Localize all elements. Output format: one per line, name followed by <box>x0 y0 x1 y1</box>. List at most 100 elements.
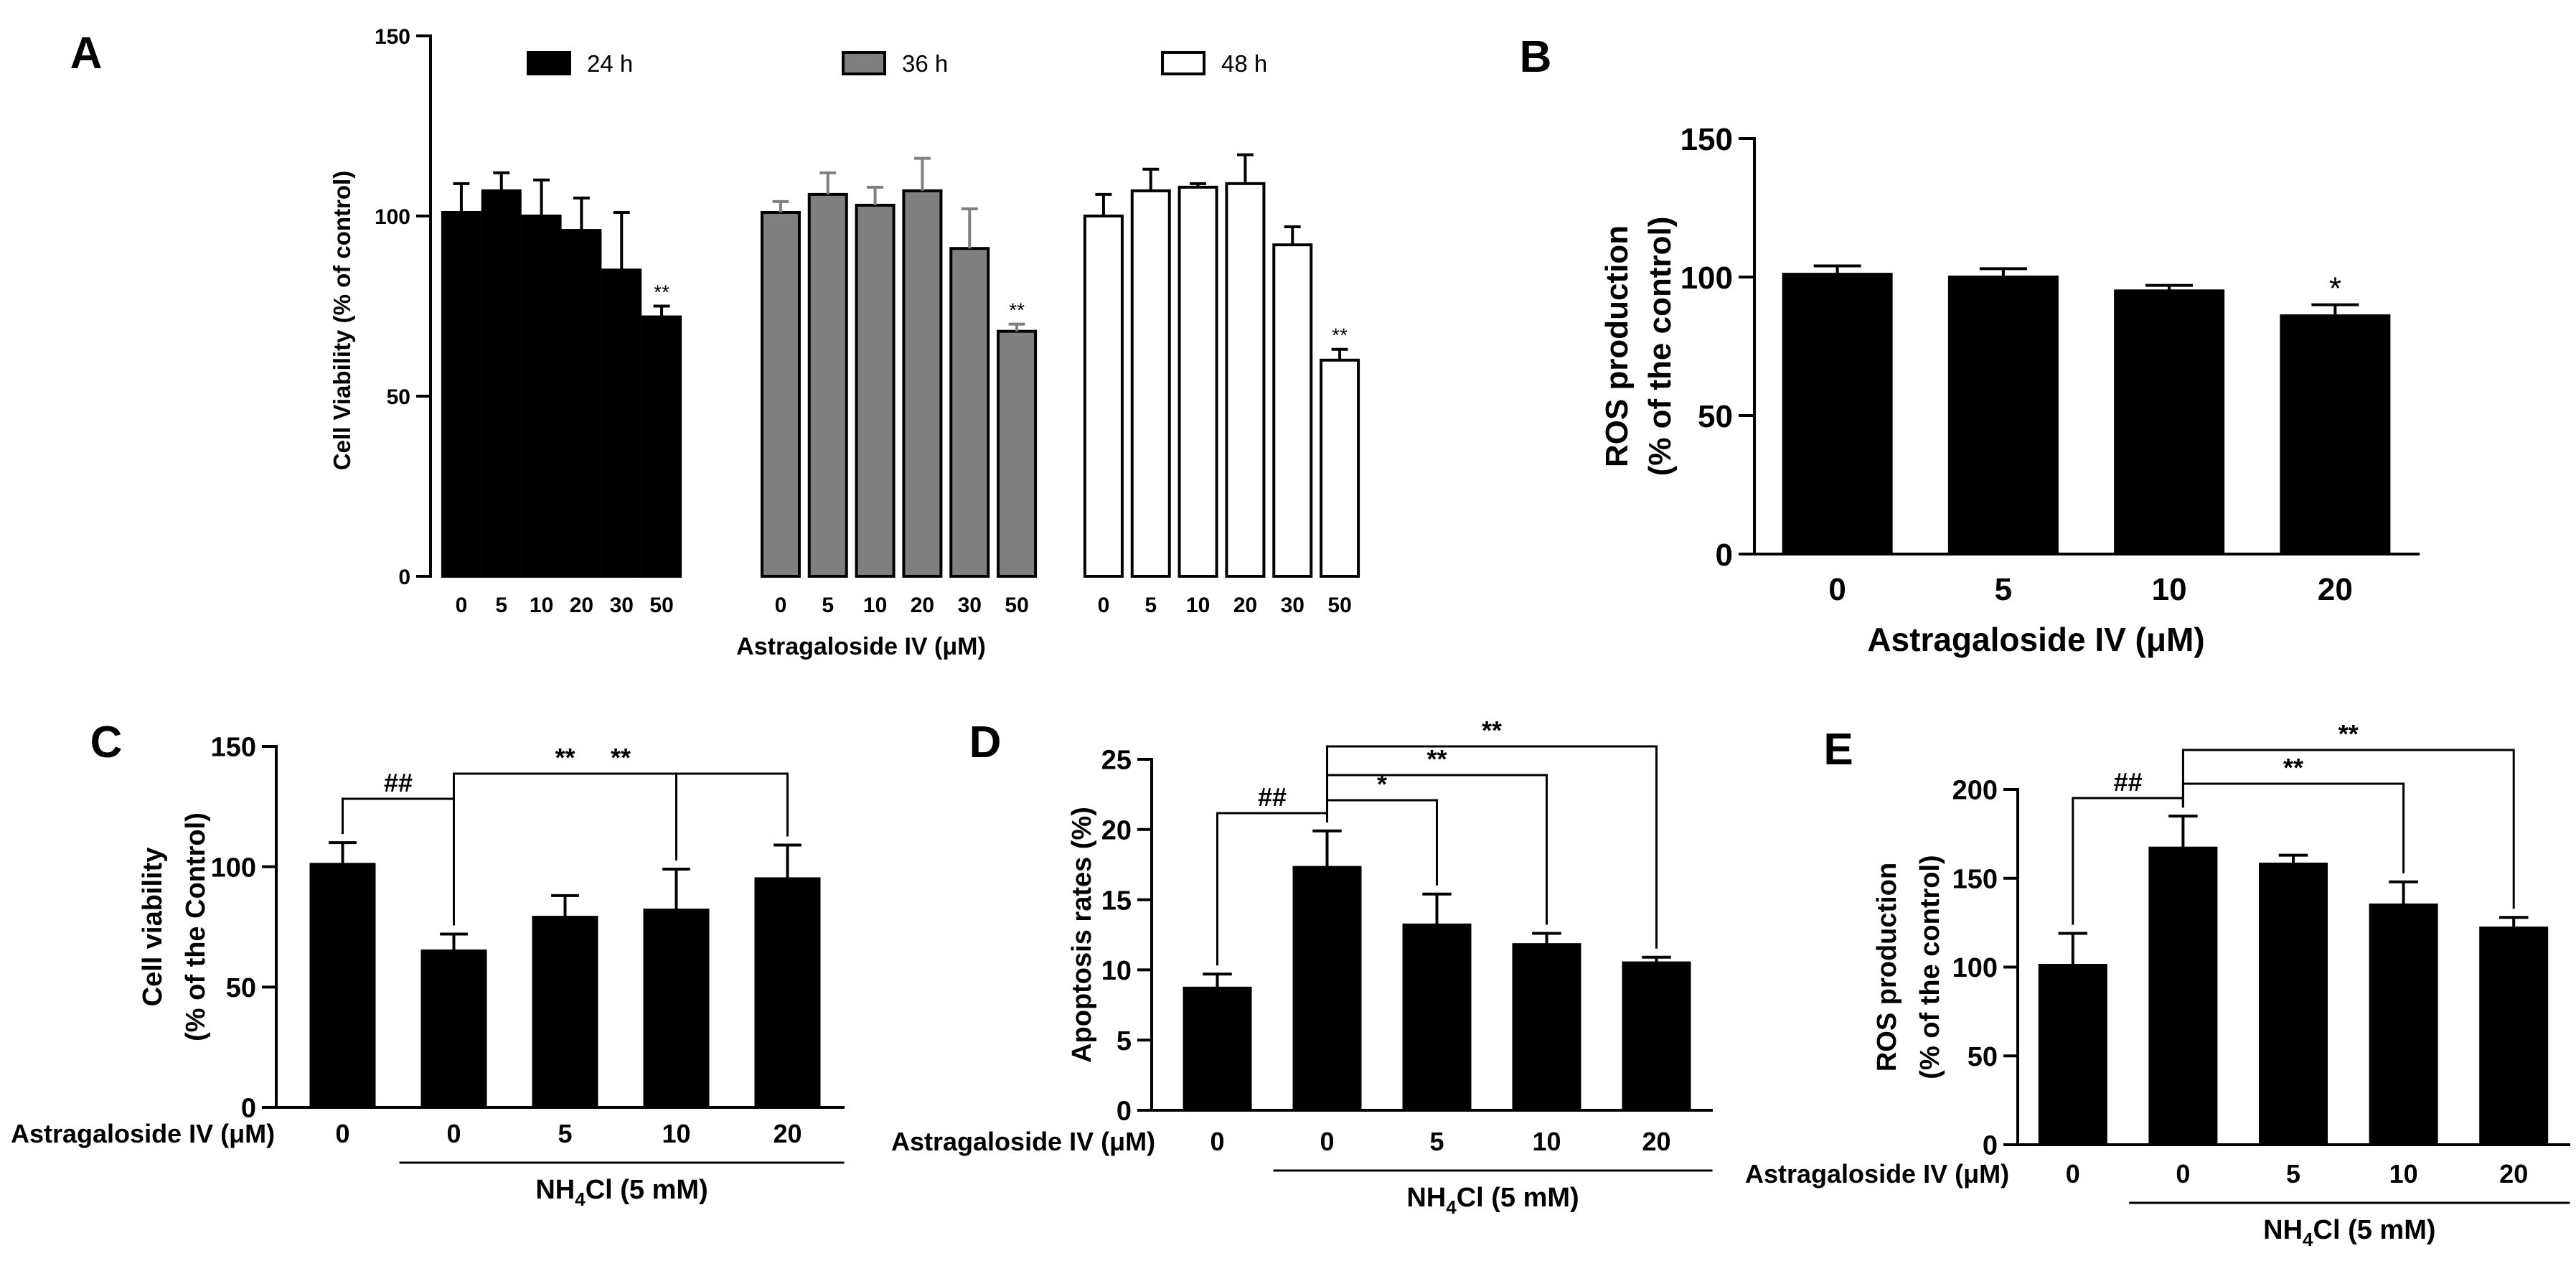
x-tick-label-B: 10 <box>2152 572 2187 607</box>
bar-D <box>1622 961 1691 1112</box>
y-tick-label-E: 200 <box>1952 776 1998 806</box>
x-tick-label-A: 50 <box>1327 594 1351 617</box>
x-tick-label-E: 5 <box>2286 1159 2300 1188</box>
y-tick-label-C: 100 <box>211 853 256 883</box>
x-tick-label-B: 0 <box>1828 572 1846 607</box>
x-tick-label-C: 0 <box>335 1119 349 1148</box>
row-label-D: Astragaloside IV (μM) <box>891 1127 1155 1156</box>
significance-label-B: * <box>2329 271 2341 306</box>
y-tick-label-B: 50 <box>1698 399 1733 434</box>
x-tick-label-A: 10 <box>1186 594 1210 617</box>
x-tick-label-A: 30 <box>1281 594 1305 617</box>
x-tick-label-D: 5 <box>1429 1127 1444 1156</box>
significance-label-A: ** <box>1009 299 1025 322</box>
legend-swatch-A <box>527 51 571 75</box>
y-tick-label-E: 0 <box>1983 1131 1998 1161</box>
significance-label-E: ** <box>2283 753 2303 782</box>
bar-A <box>441 210 481 578</box>
x-tick-label-A: 30 <box>610 594 634 617</box>
x-tick-label-A: 5 <box>495 594 507 617</box>
x-tick-label-B: 20 <box>2318 572 2353 607</box>
x-tick-label-D: 0 <box>1320 1127 1334 1156</box>
bar-A <box>902 189 943 578</box>
bar-E <box>2038 964 2107 1147</box>
y-tick-label-E: 50 <box>1968 1042 1998 1072</box>
y-tick-label-A: 150 <box>375 25 410 49</box>
y-tick-label-B: 100 <box>1680 261 1733 296</box>
legend-swatch-A <box>842 51 886 75</box>
y-tick-label-B: 0 <box>1716 538 1733 573</box>
y-axis-label-B: ROS production <box>1599 225 1635 467</box>
x-tick-label-C: 0 <box>446 1119 461 1148</box>
x-tick-label-E: 0 <box>2066 1159 2080 1188</box>
bar-A <box>1272 243 1313 578</box>
significance-label-C: ** <box>555 743 575 772</box>
y-tick-label-D: 5 <box>1117 1026 1132 1056</box>
x-tick-label-D: 0 <box>1210 1127 1224 1156</box>
x-tick-label-A: 50 <box>649 594 673 617</box>
bar-A <box>760 210 801 578</box>
y-tick-label-E: 150 <box>1952 864 1998 894</box>
bar-E <box>2479 927 2549 1147</box>
bar-A <box>1320 358 1360 578</box>
bar-B <box>1782 273 1893 555</box>
significance-label-D: ## <box>1258 782 1287 812</box>
x-tick-label-A: 5 <box>822 594 834 617</box>
y-axis-label-A: Cell Viability (% of control) <box>329 171 355 470</box>
x-tick-label-A: 0 <box>1098 594 1110 617</box>
x-tick-label-C: 20 <box>773 1119 802 1148</box>
y-tick-label-D: 0 <box>1117 1097 1132 1127</box>
bar-A <box>521 215 562 578</box>
bar-D <box>1512 943 1581 1112</box>
y-axis-label-E: ROS production <box>1872 863 1902 1072</box>
significance-label-C: ## <box>384 768 413 797</box>
bar-D <box>1183 986 1252 1112</box>
y-tick-label-C: 0 <box>241 1094 256 1124</box>
legend-swatch-A <box>1161 51 1205 75</box>
significance-label-A: ** <box>1332 324 1348 347</box>
x-tick-label-A: 5 <box>1144 594 1157 617</box>
y-tick-label-D: 10 <box>1101 956 1132 986</box>
y-axis-label-C: (% of the Control) <box>181 812 211 1041</box>
bar-D <box>1292 866 1362 1112</box>
x-tick-label-C: 5 <box>558 1119 572 1148</box>
y-tick-label-C: 50 <box>226 973 256 1003</box>
row-label-E: Astragaloside IV (μM) <box>1745 1159 2009 1188</box>
significance-label-D: ** <box>1482 716 1502 745</box>
bar-C <box>420 950 487 1109</box>
significance-bracket-E <box>2181 749 2515 909</box>
y-tick-label-D: 15 <box>1101 886 1132 916</box>
x-tick-label-D: 20 <box>1642 1127 1670 1156</box>
significance-bracket-D <box>1326 745 1658 949</box>
bar-A <box>641 315 682 578</box>
significance-label-E: ## <box>2114 767 2143 797</box>
x-tick-label-A: 20 <box>911 594 934 617</box>
y-tick-label-A: 0 <box>398 566 410 589</box>
x-tick-label-A: 30 <box>958 594 982 617</box>
bar-C <box>643 909 710 1109</box>
bar-A <box>561 229 602 578</box>
significance-label-C: ** <box>611 743 631 772</box>
bar-D <box>1402 923 1472 1112</box>
bar-A <box>807 192 848 578</box>
panel-label-E: E <box>1823 725 1853 774</box>
significance-label-D: * <box>1377 769 1387 799</box>
bar-A <box>1225 182 1266 578</box>
bar-A <box>997 329 1038 578</box>
group-label-D: NH4Cl (5 mM) <box>1406 1183 1579 1218</box>
bar-E <box>2148 846 2218 1147</box>
significance-label-D: ** <box>1426 744 1447 774</box>
bar-E <box>2259 862 2328 1146</box>
y-tick-label-D: 20 <box>1101 815 1132 845</box>
bar-C <box>309 863 376 1110</box>
bar-B <box>2114 289 2225 555</box>
panel-label-D: D <box>969 718 1002 767</box>
x-tick-label-A: 10 <box>530 594 553 617</box>
x-tick-label-E: 0 <box>2176 1159 2190 1188</box>
y-axis-label-E: (% of the control) <box>1915 855 1945 1079</box>
panel-label-B: B <box>1520 32 1552 82</box>
legend-label-A: 36 h <box>902 50 948 77</box>
bar-A <box>949 247 990 578</box>
panel-label-A: A <box>70 29 103 78</box>
